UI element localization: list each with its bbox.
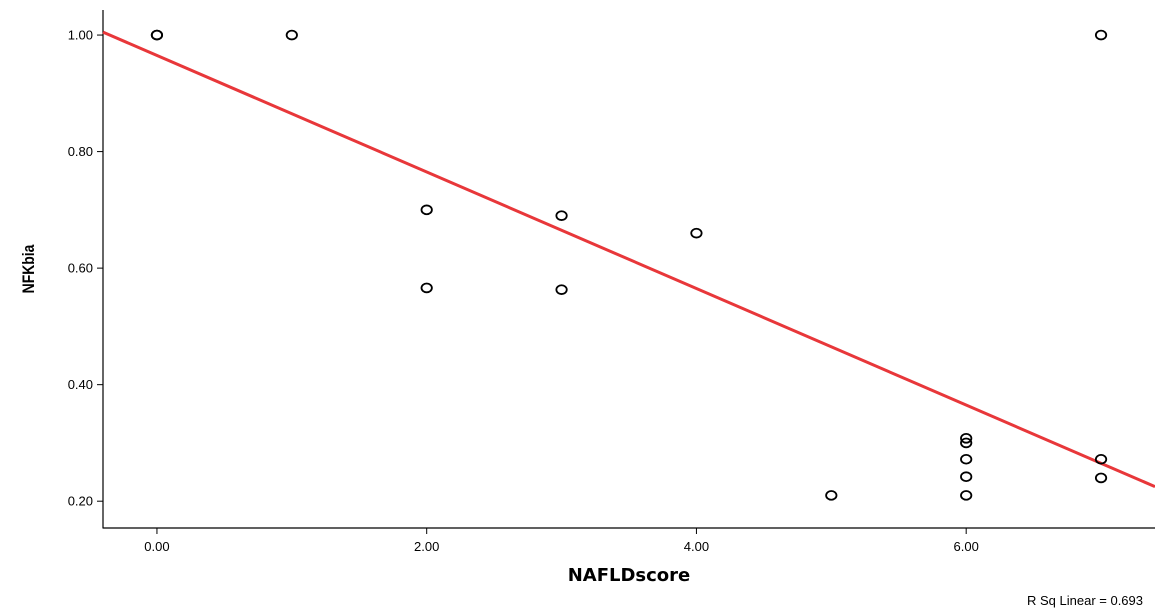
scatter-point — [150, 29, 164, 41]
x-tick-label: 2.00 — [414, 539, 439, 554]
scatter-point — [1094, 453, 1108, 465]
y-tick-label: 0.60 — [68, 261, 93, 276]
points-group — [150, 29, 1108, 501]
x-tick-label: 0.00 — [144, 539, 169, 554]
scatter-point — [690, 227, 703, 239]
scatter-point — [960, 453, 973, 465]
y-tick-label: 0.80 — [68, 144, 93, 159]
scatter-point — [960, 432, 973, 444]
scatter-point — [420, 204, 433, 216]
y-tick-label: 0.20 — [68, 494, 93, 509]
scatter-point — [555, 284, 568, 295]
x-tick-label: 6.00 — [954, 539, 979, 554]
regression-line — [102, 30, 1155, 489]
fit-line-group — [102, 30, 1155, 489]
scatter-point — [960, 437, 973, 449]
y-tick-label: 0.40 — [68, 377, 93, 392]
scatter-point — [285, 29, 298, 41]
scatter-point — [960, 471, 973, 483]
scatter-point — [825, 490, 838, 501]
scatter-point — [960, 490, 973, 501]
scatter-point — [1094, 472, 1108, 484]
scatter-point — [1094, 29, 1108, 41]
scatter-point — [555, 210, 568, 221]
y-tick-label: 1.00 — [68, 28, 93, 43]
x-axis-title: NAFLDscore — [568, 565, 691, 586]
axes: 0.20 0.40 0.60 0.80 1.00 0.00 2.00 4.00 6.00 — [68, 10, 1155, 554]
r-squared-annotation: R Sq Linear = 0.693 — [1027, 593, 1143, 608]
scatter-point — [420, 282, 433, 294]
x-tick-label: 4.00 — [684, 539, 709, 554]
y-axis-title: NFKbia — [20, 244, 39, 293]
